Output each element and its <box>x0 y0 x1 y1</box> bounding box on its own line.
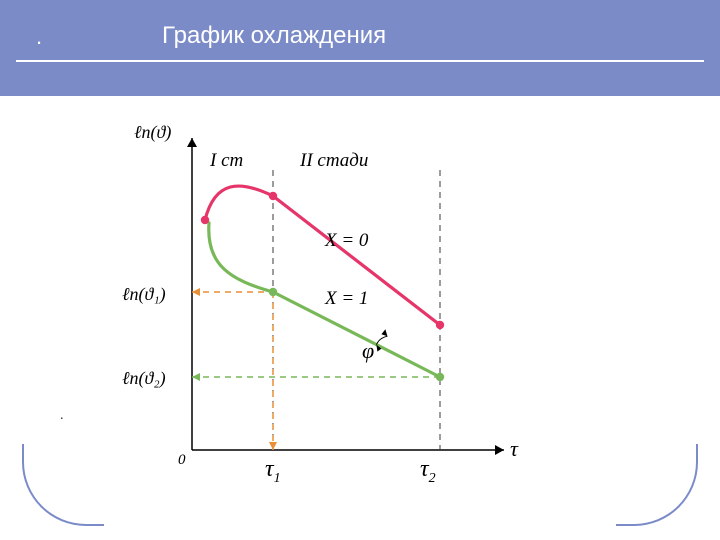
card-corner-bl <box>22 444 104 526</box>
label-x1: X = 1 <box>325 288 368 310</box>
content-card: . ℓn(ϑ) τ 0 ℓn(ϑ₁) ℓn(ϑ₂) τ1 τ2 I ст II … <box>24 96 696 524</box>
label-tau1: τ1 <box>265 456 281 487</box>
label-tau2: τ2 <box>420 456 436 487</box>
origin-label: 0 <box>178 452 186 469</box>
card-corner-br <box>616 444 698 526</box>
label-stage1: I ст <box>210 150 243 172</box>
label-x0: X = 0 <box>325 230 368 252</box>
title-underline <box>16 60 704 62</box>
label-stage2: II стади <box>300 150 368 172</box>
header-bullet: . <box>36 24 42 50</box>
label-ln-theta1: ℓn(ϑ₁) <box>122 284 166 305</box>
label-ln-theta2: ℓn(ϑ₂) <box>122 368 166 389</box>
label-phi: φ <box>362 338 374 364</box>
side-dot: . <box>60 408 64 424</box>
y-axis-label: ℓn(ϑ) <box>134 122 171 143</box>
x-axis-label: τ <box>510 436 518 462</box>
slide-title: График охлаждения <box>162 22 386 50</box>
